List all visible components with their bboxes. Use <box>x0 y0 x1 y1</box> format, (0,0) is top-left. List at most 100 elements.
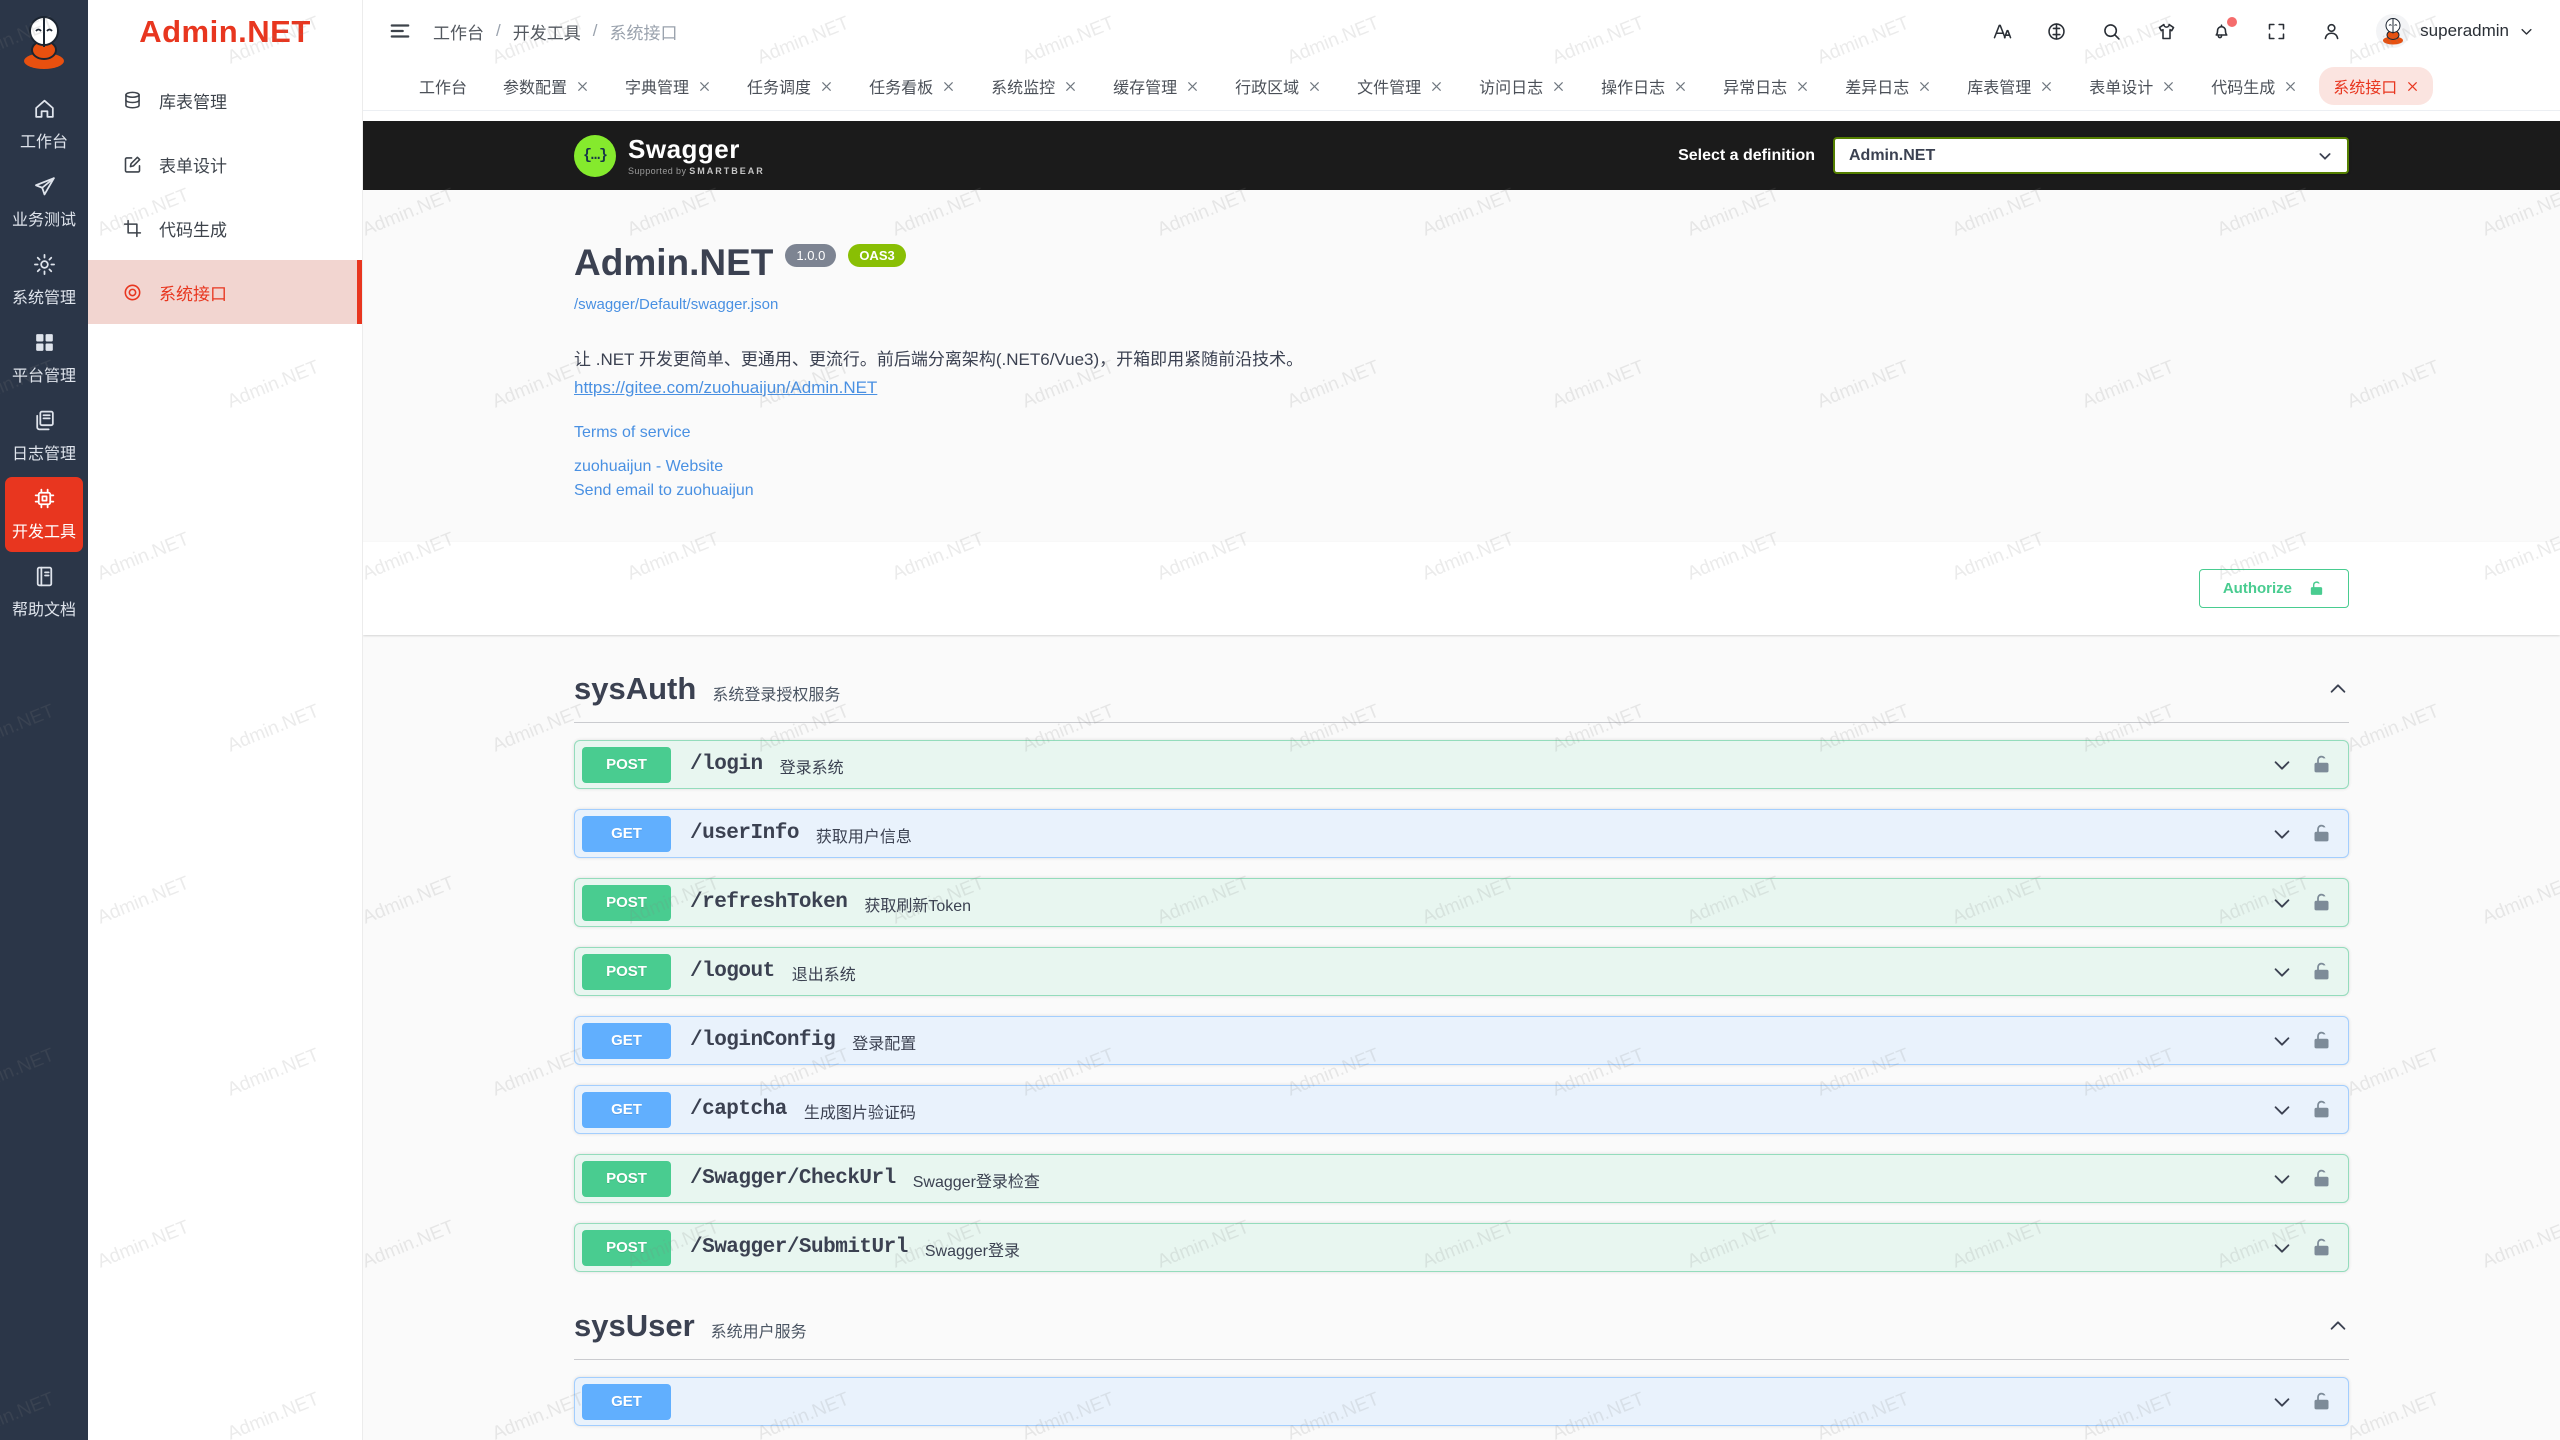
expand-endpoint-icon[interactable] <box>2271 1099 2293 1121</box>
rail-item-帮助文档[interactable]: 帮助文档 <box>5 555 83 630</box>
rail-item-工作台[interactable]: 工作台 <box>5 87 83 162</box>
tag-header-sysUser[interactable]: sysUser 系统用户服务 <box>574 1308 2349 1360</box>
expand-endpoint-icon[interactable] <box>2271 754 2293 776</box>
expand-endpoint-icon[interactable] <box>2271 823 2293 845</box>
tab-任务调度[interactable]: 任务调度 <box>733 67 847 105</box>
tab-异常日志[interactable]: 异常日志 <box>1709 67 1823 105</box>
tab-缓存管理[interactable]: 缓存管理 <box>1099 67 1213 105</box>
tab-代码生成[interactable]: 代码生成 <box>2197 67 2311 105</box>
lock-open-icon <box>2314 755 2329 773</box>
tag-header-sysAuth[interactable]: sysAuth 系统登录授权服务 <box>574 671 2349 723</box>
close-icon[interactable] <box>820 80 833 93</box>
tab-系统接口[interactable]: 系统接口 <box>2319 67 2434 105</box>
close-icon[interactable] <box>698 80 711 93</box>
close-icon[interactable] <box>942 80 955 93</box>
rail-item-系统管理[interactable]: 系统管理 <box>5 243 83 318</box>
expand-endpoint-icon[interactable] <box>2271 892 2293 914</box>
close-icon[interactable] <box>2040 80 2053 93</box>
tab-参数配置[interactable]: 参数配置 <box>489 67 603 105</box>
lock-open-icon[interactable] <box>2311 892 2332 913</box>
search-icon[interactable] <box>2101 21 2122 42</box>
tab-工作台[interactable]: 工作台 <box>405 67 481 105</box>
theme-shirt-icon[interactable] <box>2156 21 2177 42</box>
sidebar-item-表单设计[interactable]: 表单设计 <box>88 132 362 196</box>
authorize-button[interactable]: Authorize <box>2198 569 2349 608</box>
rail-item-业务测试[interactable]: 业务测试 <box>5 165 83 240</box>
lock-open-icon[interactable] <box>2311 1391 2332 1412</box>
rail-item-开发工具[interactable]: 开发工具 <box>5 477 83 552</box>
breadcrumb-item[interactable]: 开发工具 <box>512 23 581 43</box>
sidebar-item-库表管理[interactable]: 库表管理 <box>88 68 362 132</box>
close-icon[interactable] <box>1308 80 1321 93</box>
tab-系统监控[interactable]: 系统监控 <box>977 67 1091 105</box>
expand-endpoint-icon[interactable] <box>2271 1391 2293 1413</box>
endpoint-row-/refreshToken[interactable]: POST /refreshToken 获取刷新Token <box>574 878 2349 927</box>
tab-访问日志[interactable]: 访问日志 <box>1465 67 1579 105</box>
font-size-icon[interactable] <box>1991 21 2012 42</box>
endpoint-row-/loginConfig[interactable]: GET /loginConfig 登录配置 <box>574 1016 2349 1065</box>
lock-open-icon[interactable] <box>2311 1030 2332 1051</box>
collapse-section-icon[interactable] <box>2327 678 2349 700</box>
close-icon[interactable] <box>1918 80 1931 93</box>
contact-link[interactable]: zuohuaijun - Website <box>574 458 724 475</box>
expand-endpoint-icon[interactable] <box>2271 1030 2293 1052</box>
tab-库表管理[interactable]: 库表管理 <box>1953 67 2067 105</box>
expand-endpoint-icon[interactable] <box>2271 1168 2293 1190</box>
lock-open-icon[interactable] <box>2311 823 2332 844</box>
endpoint-row-/captcha[interactable]: GET /captcha 生成图片验证码 <box>574 1085 2349 1134</box>
close-icon[interactable] <box>576 80 589 93</box>
lock-open-icon[interactable] <box>2311 1168 2332 1189</box>
close-icon[interactable] <box>1186 80 1199 93</box>
sidebar-logo[interactable]: Admin.NET <box>88 0 362 64</box>
tab-文件管理[interactable]: 文件管理 <box>1343 67 1457 105</box>
endpoint-row-/logout[interactable]: POST /logout 退出系统 <box>574 947 2349 996</box>
close-icon[interactable] <box>1796 80 1809 93</box>
close-icon[interactable] <box>1430 80 1443 93</box>
method-badge: POST <box>582 1229 671 1266</box>
close-icon[interactable] <box>2162 80 2175 93</box>
fullscreen-icon[interactable] <box>2266 21 2287 42</box>
endpoint-row-/Swagger/SubmitUrl[interactable]: POST /Swagger/SubmitUrl Swagger登录 <box>574 1223 2349 1272</box>
lock-open-icon[interactable] <box>2311 961 2332 982</box>
endpoint-row-/userInfo[interactable]: GET /userInfo 获取用户信息 <box>574 809 2349 858</box>
definition-selected-value: Admin.NET <box>1849 146 1936 164</box>
spec-url-link[interactable]: /swagger/Default/swagger.json <box>574 296 779 313</box>
endpoint-row-/login[interactable]: POST /login 登录系统 <box>574 740 2349 789</box>
sidebar-item-代码生成[interactable]: 代码生成 <box>88 196 362 260</box>
close-icon[interactable] <box>2406 80 2419 93</box>
user-menu[interactable]: superadmin <box>2376 14 2534 48</box>
tab-行政区域[interactable]: 行政区域 <box>1221 67 1335 105</box>
lock-open-icon[interactable] <box>2311 1099 2332 1120</box>
definition-select[interactable]: Admin.NET <box>1833 137 2349 174</box>
gitee-link[interactable]: https://gitee.com/zuohuaijun/Admin.NET <box>574 378 878 397</box>
close-icon[interactable] <box>2284 80 2297 93</box>
bell-icon[interactable] <box>2211 16 2238 42</box>
breadcrumb-item[interactable]: 工作台 <box>433 23 484 43</box>
terms-link[interactable]: Terms of service <box>574 424 691 441</box>
swagger-logo[interactable]: {…} Swagger Supported by SMARTBEAR <box>574 134 765 177</box>
collapse-section-icon[interactable] <box>2327 1315 2349 1337</box>
lock-open-icon[interactable] <box>2311 1237 2332 1258</box>
book-icon <box>36 566 52 587</box>
collapse-menu-icon[interactable] <box>389 20 411 42</box>
sidebar-item-系统接口[interactable]: 系统接口 <box>88 260 362 324</box>
app-logo[interactable] <box>0 0 88 84</box>
email-link[interactable]: Send email to zuohuaijun <box>574 482 754 499</box>
endpoint-row[interactable]: GET <box>574 1377 2349 1426</box>
close-icon[interactable] <box>1674 80 1687 93</box>
lock-open-icon[interactable] <box>2311 754 2332 775</box>
language-icon[interactable] <box>2046 21 2067 42</box>
close-icon[interactable] <box>1064 80 1077 93</box>
close-icon[interactable] <box>1552 80 1565 93</box>
tab-字典管理[interactable]: 字典管理 <box>611 67 725 105</box>
tab-操作日志[interactable]: 操作日志 <box>1587 67 1701 105</box>
expand-endpoint-icon[interactable] <box>2271 961 2293 983</box>
rail-item-日志管理[interactable]: 日志管理 <box>5 399 83 474</box>
person-icon[interactable] <box>2321 21 2342 42</box>
rail-item-平台管理[interactable]: 平台管理 <box>5 321 83 396</box>
endpoint-row-/Swagger/CheckUrl[interactable]: POST /Swagger/CheckUrl Swagger登录检查 <box>574 1154 2349 1203</box>
expand-endpoint-icon[interactable] <box>2271 1237 2293 1259</box>
tab-差异日志[interactable]: 差异日志 <box>1831 67 1945 105</box>
tab-任务看板[interactable]: 任务看板 <box>855 67 969 105</box>
tab-表单设计[interactable]: 表单设计 <box>2075 67 2189 105</box>
